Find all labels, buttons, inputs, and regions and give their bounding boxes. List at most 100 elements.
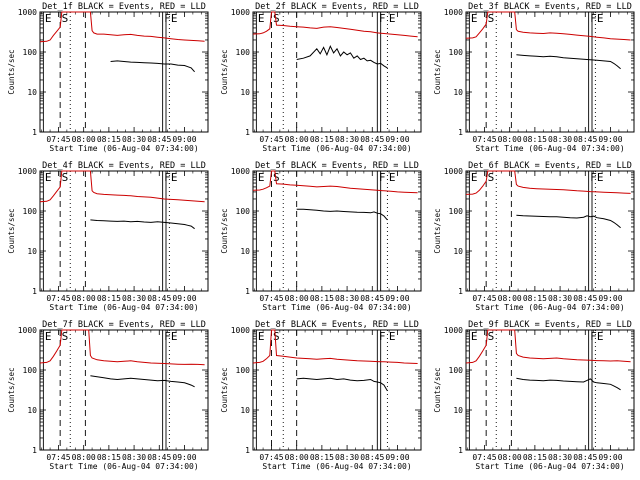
y-tick-label: 100 (449, 207, 464, 216)
plot-frame (465, 329, 635, 451)
series-line-lld (465, 170, 631, 195)
y-axis-label: Counts/sec (220, 49, 229, 94)
y-axis-label: Counts/sec (7, 367, 16, 412)
x-tick-label: 07:45 (46, 453, 70, 462)
event-marker-label: S (488, 330, 495, 343)
x-tick-label: 08:45 (360, 294, 384, 303)
plot-frame (39, 170, 209, 292)
event-marker-label: E (171, 12, 178, 25)
y-tick-label: 1000 (444, 326, 463, 335)
event-marker-label: F (164, 330, 171, 343)
chart-panel-3: Det_3f BLACK = Events, RED = LLD 1 10 100 10… (433, 2, 635, 153)
y-tick-label: 10 (453, 247, 463, 256)
event-marker-label: E (45, 12, 52, 25)
series-line-events (90, 375, 195, 388)
event-marker-label: S (488, 171, 495, 184)
x-tick-label: 08:15 (523, 453, 547, 462)
y-tick-label: 1 (32, 287, 37, 296)
chart-title: Det_8f BLACK = Events, RED = LLD (255, 320, 419, 330)
chart-title: Det_3f BLACK = Events, RED = LLD (468, 2, 632, 12)
x-tick-label: 08:15 (310, 453, 334, 462)
x-tick-label: 08:30 (548, 453, 572, 462)
x-tick-label: 07:45 (472, 294, 496, 303)
event-marker-label: E (597, 171, 604, 184)
series-line-events (296, 208, 388, 221)
x-tick-label: 09:00 (385, 135, 409, 144)
x-tick-label: 09:00 (598, 294, 622, 303)
x-tick-label: 08:15 (97, 453, 121, 462)
y-axis-label: Counts/sec (433, 208, 442, 253)
x-tick-label: 09:00 (172, 294, 196, 303)
x-tick-label: 07:45 (259, 294, 283, 303)
chart-panel-1: Det_1f BLACK = Events, RED = LLD 1 10 100 10… (7, 2, 209, 153)
y-tick-label: 10 (27, 406, 37, 415)
event-marker-label: E (597, 12, 604, 25)
x-tick-label: 08:30 (548, 135, 572, 144)
chart-title: Det_6f BLACK = Events, RED = LLD (468, 161, 632, 171)
event-marker-label: E (471, 171, 478, 184)
event-marker-label: E (471, 330, 478, 343)
x-tick-label: 08:00 (72, 453, 96, 462)
chart-panel-9: Det_9f BLACK = Events, RED = LLD 1 10 100 10… (433, 320, 635, 471)
x-tick-label: 08:45 (360, 453, 384, 462)
x-tick-label: 09:00 (598, 135, 622, 144)
x-tick-label: 08:30 (122, 453, 146, 462)
y-axis-label: Counts/sec (220, 208, 229, 253)
x-axis-label: Start Time (06-Aug-04 07:34:00) (262, 303, 411, 312)
chart-panel-6: Det_6f BLACK = Events, RED = LLD 1 10 100 10… (433, 161, 635, 312)
y-tick-label: 1 (458, 446, 463, 455)
x-axis-label: Start Time (06-Aug-04 07:34:00) (49, 303, 198, 312)
y-axis-label: Counts/sec (220, 367, 229, 412)
x-tick-label: 07:45 (46, 135, 70, 144)
event-marker-label: E (45, 171, 52, 184)
x-tick-label: 08:30 (122, 135, 146, 144)
x-axis-label: Start Time (06-Aug-04 07:34:00) (475, 462, 624, 471)
x-tick-label: 08:30 (335, 135, 359, 144)
y-tick-label: 100 (236, 366, 251, 375)
y-tick-label: 10 (27, 247, 37, 256)
y-tick-label: 10 (240, 88, 250, 97)
x-tick-label: 08:15 (310, 135, 334, 144)
y-tick-label: 10 (240, 247, 250, 256)
y-tick-label: 100 (23, 366, 38, 375)
event-marker-label: E (389, 12, 396, 25)
chart-title: Det_7f BLACK = Events, RED = LLD (42, 320, 206, 330)
series-line-lld (252, 329, 418, 364)
chart-panel-2: Det_2f BLACK = Events, RED = LLD 1 10 100 10… (220, 2, 422, 153)
y-axis-label: Counts/sec (7, 49, 16, 94)
series-line-lld (252, 11, 418, 38)
x-tick-label: 08:45 (573, 135, 597, 144)
x-tick-label: 08:45 (573, 453, 597, 462)
y-tick-label: 1 (245, 446, 250, 455)
event-marker-label: F (590, 171, 597, 184)
y-tick-label: 1 (458, 128, 463, 137)
plot-frame (39, 11, 209, 133)
y-axis-label: Counts/sec (433, 367, 442, 412)
x-tick-label: 09:00 (385, 294, 409, 303)
y-tick-label: 10 (240, 406, 250, 415)
chart-panel-8: Det_8f BLACK = Events, RED = LLD 1 10 100 10… (220, 320, 422, 471)
event-marker-label: E (471, 12, 478, 25)
y-tick-label: 1 (458, 287, 463, 296)
plot-frame (465, 11, 635, 133)
y-tick-label: 1000 (231, 8, 250, 17)
event-marker-label: E (389, 330, 396, 343)
x-tick-label: 07:45 (472, 135, 496, 144)
y-tick-label: 100 (449, 48, 464, 57)
event-marker-label: E (258, 12, 265, 25)
x-tick-label: 08:00 (285, 294, 309, 303)
x-tick-label: 08:45 (573, 294, 597, 303)
x-axis-label: Start Time (06-Aug-04 07:34:00) (49, 462, 198, 471)
x-tick-label: 08:00 (498, 453, 522, 462)
event-marker-label: F (379, 171, 386, 184)
y-tick-label: 10 (27, 88, 37, 97)
y-tick-label: 1000 (444, 167, 463, 176)
y-tick-label: 1000 (231, 167, 250, 176)
event-marker-label: F (379, 330, 386, 343)
series-line-events (516, 214, 621, 229)
y-tick-label: 1000 (18, 8, 37, 17)
x-tick-label: 08:15 (97, 135, 121, 144)
x-tick-label: 09:00 (172, 135, 196, 144)
event-marker-label: E (171, 330, 178, 343)
x-tick-label: 08:45 (360, 135, 384, 144)
